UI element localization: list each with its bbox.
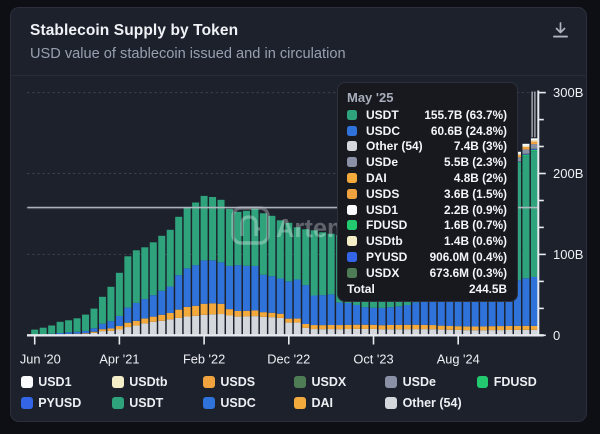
svg-text:0: 0: [553, 328, 560, 343]
svg-text:Dec '22: Dec '22: [267, 352, 310, 367]
svg-text:Aug '24: Aug '24: [437, 352, 480, 367]
svg-text:Feb '22: Feb '22: [183, 352, 225, 367]
svg-text:Jun '20: Jun '20: [20, 352, 61, 367]
svg-text:Oct '23: Oct '23: [353, 352, 393, 367]
svg-text:200B: 200B: [553, 166, 583, 181]
svg-text:100B: 100B: [553, 247, 583, 262]
svg-text:300B: 300B: [553, 85, 583, 100]
svg-text:Apr '21: Apr '21: [99, 352, 139, 367]
